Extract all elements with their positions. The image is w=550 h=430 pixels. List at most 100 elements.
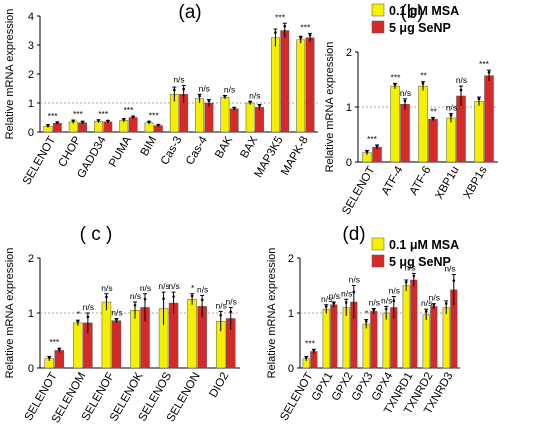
panel-label: (b) (400, 2, 423, 23)
data-point (424, 310, 428, 313)
bar-senp (103, 121, 113, 133)
data-point (162, 297, 165, 301)
data-point (283, 24, 287, 28)
significance-label: n/s (197, 284, 208, 294)
significance-label: n/s (111, 308, 122, 318)
bar-msa (130, 310, 140, 369)
data-point (352, 290, 356, 294)
y-tick-label: 0 (28, 363, 34, 375)
significance-label: *** (305, 338, 316, 348)
data-point (477, 97, 481, 101)
data-point (344, 301, 348, 304)
significance-label: *** (367, 134, 378, 144)
category-label: SELENOT (21, 135, 58, 187)
significance-label: n/s (400, 88, 411, 98)
data-point (384, 307, 388, 311)
data-point (375, 144, 379, 148)
y-tick-label: 1 (28, 98, 34, 110)
category-label: ATF-4 (380, 164, 406, 197)
data-point (76, 319, 80, 323)
significance-label: *** (49, 337, 60, 347)
significance-label: n/s (216, 300, 227, 310)
data-point (115, 318, 118, 321)
data-point (133, 304, 137, 307)
data-point (452, 279, 456, 282)
significance-label: ** (430, 106, 437, 116)
significance-label: *** (479, 59, 490, 69)
data-point (131, 115, 135, 118)
bar-msa (402, 285, 410, 369)
bar-msa (418, 85, 428, 163)
y-axis-label: Relative mRNA expression (4, 248, 16, 379)
significance-label: n/s (199, 83, 210, 93)
data-point (86, 315, 90, 319)
bar-senp (204, 102, 214, 133)
data-point (412, 274, 416, 278)
category-label: PUMA (107, 134, 134, 169)
bar-msa (94, 121, 103, 133)
data-point (56, 121, 59, 124)
significance-label: n/s (224, 84, 235, 94)
category-label: ATF-6 (408, 165, 434, 198)
bar-msa (422, 314, 430, 369)
significance-label: * (77, 309, 81, 319)
category-label: DIO2 (207, 371, 231, 400)
significance-label: *** (48, 111, 59, 121)
bar-msa (187, 299, 197, 369)
bar-msa (271, 37, 280, 133)
significance-label: n/s (83, 302, 94, 312)
data-point (143, 297, 147, 301)
legend-label: 5 μg SeNP (389, 21, 451, 35)
data-point (147, 120, 151, 124)
significance-label: n/s (101, 283, 112, 293)
data-point (404, 280, 408, 284)
y-axis-label: Relative mRNA expression (266, 248, 278, 379)
significance-label: n/s (349, 275, 360, 285)
bar-senp (54, 350, 65, 369)
significance-label: n/s (456, 75, 467, 85)
bar-senp (370, 311, 378, 369)
significance-label: n/s (389, 286, 400, 296)
category-label: Cas-4 (184, 134, 210, 167)
bar-senp (484, 75, 494, 163)
significance-label: *** (123, 105, 134, 115)
data-point (274, 31, 277, 34)
significance-label: n/s (444, 264, 455, 274)
data-point (182, 87, 185, 91)
legend-d: 0.1 μM MSA 5 μg SeNP (371, 237, 459, 269)
data-point (248, 100, 252, 104)
data-point (71, 119, 75, 123)
panel-label: (a) (178, 2, 201, 23)
significance-label: ** (420, 71, 427, 81)
significance-label: n/s (158, 281, 169, 291)
data-point (258, 104, 261, 107)
y-tick-label: 0 (28, 127, 34, 139)
data-point (403, 99, 407, 103)
data-point (46, 124, 50, 127)
bar-msa (362, 323, 370, 369)
bar-senp (428, 118, 438, 163)
data-point (299, 36, 302, 39)
bar-msa (322, 308, 330, 369)
y-tick-label: 2 (346, 47, 352, 59)
significance-label: *** (149, 110, 160, 120)
data-point (365, 150, 369, 153)
data-point (198, 94, 201, 98)
bar-msa (446, 117, 456, 163)
bar-senp (255, 107, 264, 133)
bar-msa (296, 39, 306, 133)
significance-label: n/s (329, 291, 340, 301)
data-point (219, 314, 223, 317)
data-point (207, 99, 211, 103)
significance-label: n/s (429, 293, 440, 303)
data-point (364, 320, 368, 323)
significance-label: *** (391, 72, 402, 82)
significance-label: * (191, 283, 195, 293)
data-point (444, 302, 448, 305)
y-axis-label: Relative mRNA expression (4, 9, 16, 140)
significance-label: n/s (140, 283, 151, 293)
significance-label: n/s (226, 297, 237, 307)
data-point (312, 348, 316, 352)
